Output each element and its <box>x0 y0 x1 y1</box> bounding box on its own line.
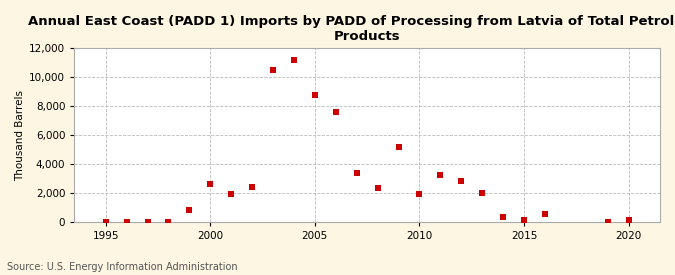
Point <box>393 144 404 149</box>
Title: Annual East Coast (PADD 1) Imports by PADD of Processing from Latvia of Total Pe: Annual East Coast (PADD 1) Imports by PA… <box>28 15 675 43</box>
Point <box>142 219 153 224</box>
Point <box>205 182 216 186</box>
Y-axis label: Thousand Barrels: Thousand Barrels <box>15 90 25 180</box>
Point <box>518 218 529 222</box>
Text: Source: U.S. Energy Information Administration: Source: U.S. Energy Information Administ… <box>7 262 238 272</box>
Point <box>414 192 425 196</box>
Point <box>309 92 320 97</box>
Point <box>435 173 446 177</box>
Point <box>101 219 111 224</box>
Point <box>372 186 383 191</box>
Point <box>351 170 362 175</box>
Point <box>247 185 258 189</box>
Point <box>122 219 132 224</box>
Point <box>267 68 278 72</box>
Point <box>184 208 195 212</box>
Point <box>163 219 174 224</box>
Point <box>330 110 341 114</box>
Point <box>477 191 487 195</box>
Point <box>497 215 508 219</box>
Point <box>623 218 634 222</box>
Point <box>288 58 299 62</box>
Point <box>226 192 237 196</box>
Point <box>539 211 550 216</box>
Point <box>602 219 613 224</box>
Point <box>456 179 466 183</box>
